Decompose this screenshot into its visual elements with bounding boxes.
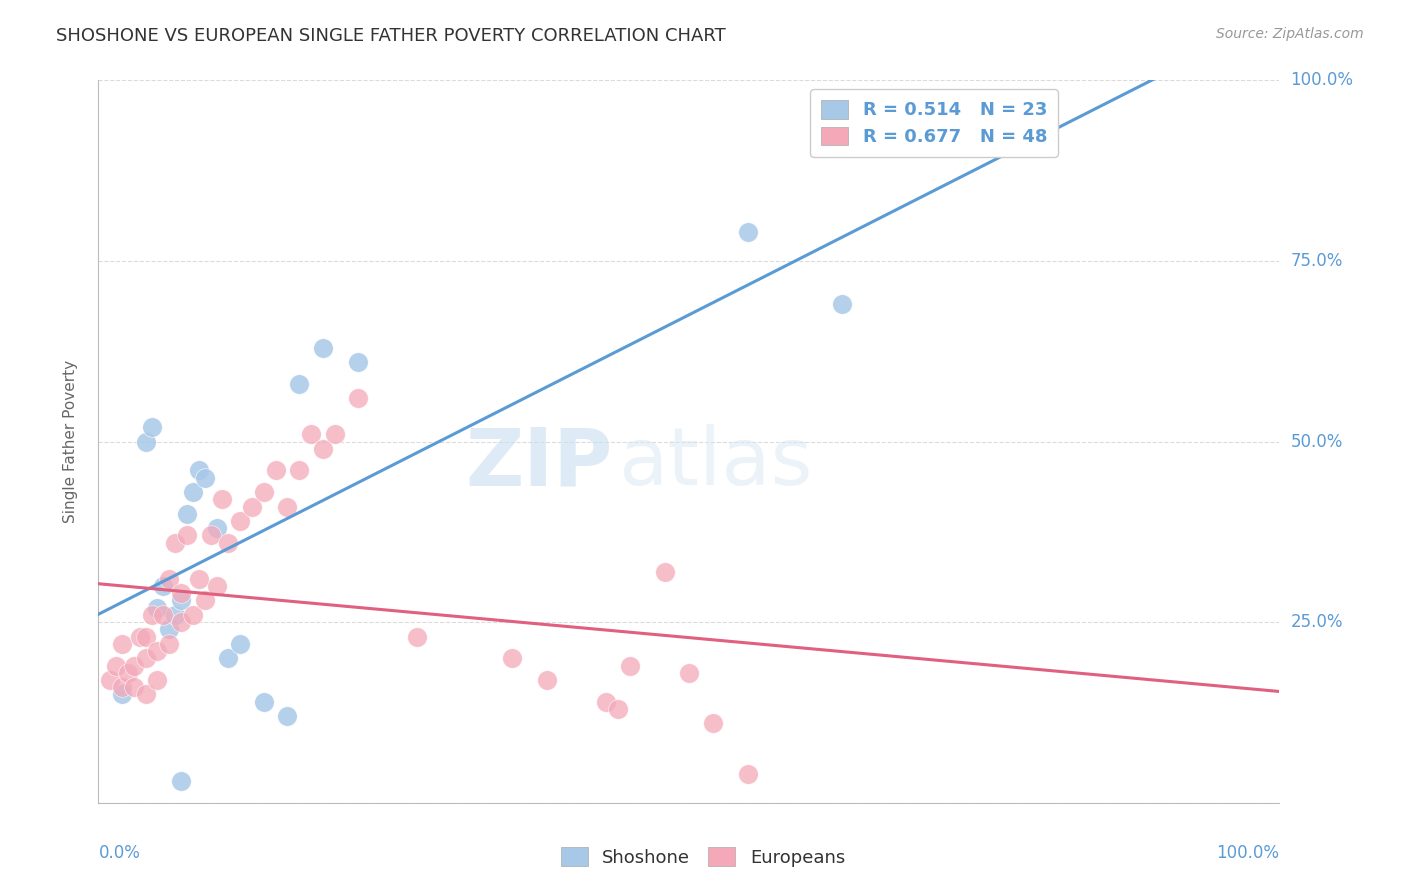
Text: Source: ZipAtlas.com: Source: ZipAtlas.com — [1216, 27, 1364, 41]
Point — [111, 687, 134, 701]
Point — [654, 565, 676, 579]
Point — [111, 680, 134, 694]
Text: 50.0%: 50.0% — [1291, 433, 1343, 450]
Point — [170, 615, 193, 630]
Point — [146, 673, 169, 687]
Point — [146, 600, 169, 615]
Point — [595, 695, 617, 709]
Point — [128, 630, 150, 644]
Point — [323, 427, 346, 442]
Text: 25.0%: 25.0% — [1291, 613, 1343, 632]
Point — [276, 500, 298, 514]
Point — [678, 665, 700, 680]
Point — [831, 297, 853, 311]
Point — [98, 673, 121, 687]
Point — [501, 651, 523, 665]
Point — [176, 528, 198, 542]
Point — [157, 637, 180, 651]
Point — [406, 630, 429, 644]
Point — [737, 225, 759, 239]
Point — [217, 535, 239, 549]
Point — [347, 391, 370, 405]
Point — [536, 673, 558, 687]
Point — [288, 463, 311, 477]
Point — [170, 774, 193, 789]
Legend: R = 0.514   N = 23, R = 0.677   N = 48: R = 0.514 N = 23, R = 0.677 N = 48 — [810, 89, 1057, 157]
Point — [135, 651, 157, 665]
Point — [619, 658, 641, 673]
Point — [146, 644, 169, 658]
Point — [152, 607, 174, 622]
Point — [205, 579, 228, 593]
Text: 100.0%: 100.0% — [1291, 71, 1354, 89]
Point — [152, 579, 174, 593]
Text: atlas: atlas — [619, 425, 813, 502]
Point — [122, 680, 145, 694]
Text: 75.0%: 75.0% — [1291, 252, 1343, 270]
Point — [181, 485, 204, 500]
Point — [111, 637, 134, 651]
Point — [170, 593, 193, 607]
Point — [187, 572, 209, 586]
Point — [229, 637, 252, 651]
Text: ZIP: ZIP — [465, 425, 612, 502]
Text: 0.0%: 0.0% — [98, 845, 141, 863]
Point — [165, 607, 187, 622]
Point — [312, 341, 335, 355]
Point — [288, 376, 311, 391]
Point — [141, 607, 163, 622]
Point — [205, 521, 228, 535]
Point — [105, 658, 128, 673]
Point — [737, 767, 759, 781]
Point — [135, 630, 157, 644]
Point — [165, 535, 187, 549]
Point — [141, 420, 163, 434]
Point — [157, 572, 180, 586]
Point — [211, 492, 233, 507]
Point — [299, 427, 322, 442]
Point — [170, 586, 193, 600]
Point — [312, 442, 335, 456]
Point — [702, 716, 724, 731]
Text: SHOSHONE VS EUROPEAN SINGLE FATHER POVERTY CORRELATION CHART: SHOSHONE VS EUROPEAN SINGLE FATHER POVER… — [56, 27, 725, 45]
Y-axis label: Single Father Poverty: Single Father Poverty — [63, 360, 77, 523]
Point — [240, 500, 263, 514]
Legend: Shoshone, Europeans: Shoshone, Europeans — [554, 840, 852, 874]
Point — [264, 463, 287, 477]
Point — [135, 687, 157, 701]
Point — [187, 463, 209, 477]
Point — [253, 485, 276, 500]
Point — [253, 695, 276, 709]
Point — [607, 702, 630, 716]
Point — [135, 434, 157, 449]
Point — [157, 623, 180, 637]
Point — [200, 528, 222, 542]
Point — [229, 514, 252, 528]
Point — [117, 665, 139, 680]
Point — [194, 470, 217, 484]
Point — [194, 593, 217, 607]
Point — [276, 709, 298, 723]
Text: 100.0%: 100.0% — [1216, 845, 1279, 863]
Point — [176, 507, 198, 521]
Point — [122, 658, 145, 673]
Point — [217, 651, 239, 665]
Point — [347, 355, 370, 369]
Point — [181, 607, 204, 622]
